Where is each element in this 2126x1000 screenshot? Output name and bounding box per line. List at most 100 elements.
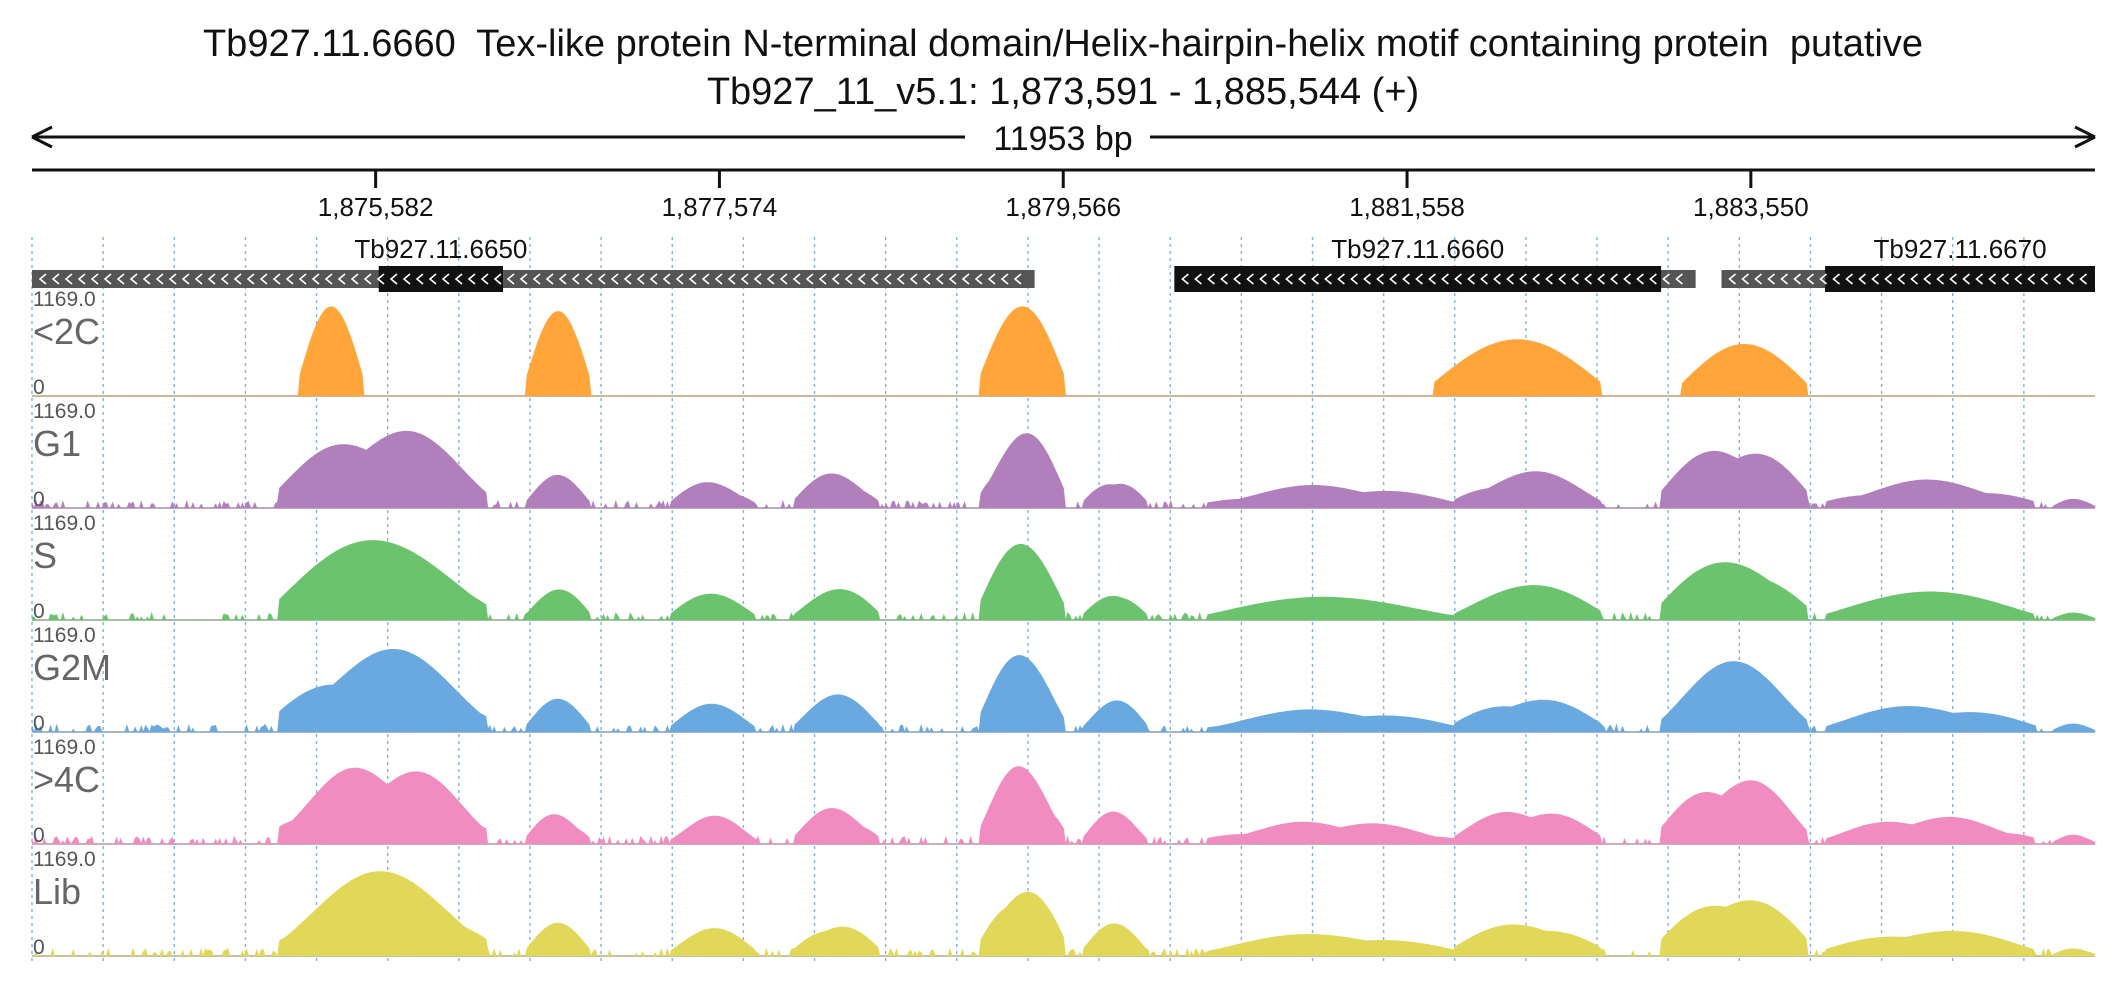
ruler-tick-label: 1,881,558 [1349,192,1465,222]
strand-arrow-icon [870,273,879,285]
strand-arrow-icon [1480,273,1488,285]
strand-arrow-icon [441,273,450,285]
strand-arrow-icon [454,273,463,285]
strand-arrow-icon [1584,273,1592,285]
strand-arrow-icon [1819,273,1828,285]
strand-arrow-icon [493,273,502,285]
strand-arrow-icon [1871,273,1880,285]
ruler-tick-label: 1,879,566 [1005,192,1121,222]
strand-arrow-icon [1923,273,1932,285]
track-max-label: 1169.0 [33,400,96,423]
strand-arrow-icon [961,273,970,285]
track-max-label: 1169.0 [33,288,96,311]
strand-arrow-icon [1806,273,1815,285]
strand-arrow-icon [363,273,372,285]
strand-arrow-icon [1597,273,1605,285]
strand-arrow-icon [1194,273,1202,285]
coverage-track: 1169.0 0 >4C [31,736,2096,847]
strand-arrow-icon [428,273,437,285]
track-min-label: 0 [33,488,45,511]
strand-arrow-icon [662,273,671,285]
coverage-area [31,540,2096,622]
strand-arrow-icon [1636,273,1644,285]
strand-arrow-icon [844,273,853,285]
strand-arrow-icon [935,273,944,285]
strand-arrow-icon [532,273,541,285]
coverage-track: 1169.0 0 G1 [31,400,2096,511]
strand-arrow-icon [831,273,840,285]
track-max-label: 1169.0 [33,736,96,759]
strand-arrow-icon [376,273,385,285]
gene-feature[interactable]: Tb927.11.6670 [1721,234,2095,292]
track-name-label: Lib [33,871,81,912]
coverage-area [32,306,2095,397]
page-title: Tb927.11.6660 Tex-like protein N-termina… [202,23,1924,65]
ruler-tick-label: 1,875,582 [318,192,434,222]
strand-arrow-icon [1949,273,1958,285]
strand-arrow-icon [1936,273,1945,285]
gene-feature[interactable]: Tb927.11.6650 [32,234,1035,292]
strand-arrow-icon [1298,273,1306,285]
strand-arrow-icon [233,273,242,285]
strand-arrow-icon [1454,273,1462,285]
strand-arrow-icon [389,273,398,285]
strand-arrow-icon [1545,273,1553,285]
strand-arrow-icon [558,273,567,285]
strand-arrow-icon [948,273,957,285]
strand-arrow-icon [337,273,346,285]
strand-arrow-icon [1013,273,1022,285]
coverage-track: 1169.0 0 S [31,512,2096,623]
track-name-label: S [33,535,57,576]
gene-feature[interactable]: Tb927.11.6660 [1174,234,1696,292]
strand-arrow-icon [246,273,255,285]
strand-arrow-icon [1285,273,1293,285]
strand-arrow-icon [220,273,229,285]
strand-arrow-icon [1649,273,1657,285]
strand-arrow-icon [51,273,60,285]
strand-arrow-icon [818,273,827,285]
strand-arrow-icon [272,273,281,285]
strand-arrow-icon [1519,273,1527,285]
track-max-label: 1169.0 [33,512,96,535]
strand-arrow-icon [1754,273,1763,285]
ruler-tick-label: 1,877,574 [662,192,778,222]
strand-arrow-icon [1415,273,1423,285]
strand-arrow-icon [77,273,86,285]
strand-arrow-icon [1571,273,1579,285]
strand-arrow-icon [1324,273,1332,285]
strand-arrow-icon [1623,273,1631,285]
strand-arrow-icon [1780,273,1789,285]
strand-arrow-icon [701,273,710,285]
strand-arrow-icon [1832,273,1841,285]
strand-arrow-icon [1532,273,1540,285]
gene-track[interactable]: Tb927.11.6650 Tb927.11.6660 Tb927.11.6670 [32,234,2095,292]
track-min-label: 0 [33,712,45,735]
strand-arrow-icon [636,273,645,285]
strand-arrow-icon [506,273,515,285]
strand-arrow-icon [610,273,619,285]
ruler-tick-label: 1,883,550 [1693,192,1809,222]
strand-arrow-icon [1246,273,1254,285]
strand-arrow-icon [1506,273,1514,285]
track-name-label: <2C [33,311,100,352]
coverage-track: 1169.0 0 G2M [31,624,2096,735]
gene-label: Tb927.11.6650 [354,234,527,264]
strand-arrow-icon [1988,273,1997,285]
strand-arrow-icon [1259,273,1267,285]
strand-arrow-icon [1402,273,1410,285]
strand-arrow-icon [2014,273,2023,285]
coverage-area [31,430,2096,510]
span-label: 11953 bp [993,120,1132,158]
strand-arrow-icon [753,273,762,285]
strand-arrow-icon [259,273,268,285]
strand-arrow-icon [1337,273,1345,285]
gene-label: Tb927.11.6670 [1874,234,2047,264]
span-arrow-right-icon [2074,125,2096,149]
track-max-label: 1169.0 [33,624,96,647]
strand-arrow-icon [181,273,190,285]
strand-arrow-icon [545,273,554,285]
strand-arrow-icon [2027,273,2036,285]
strand-arrow-icon [2001,273,2010,285]
strand-arrow-icon [766,273,775,285]
